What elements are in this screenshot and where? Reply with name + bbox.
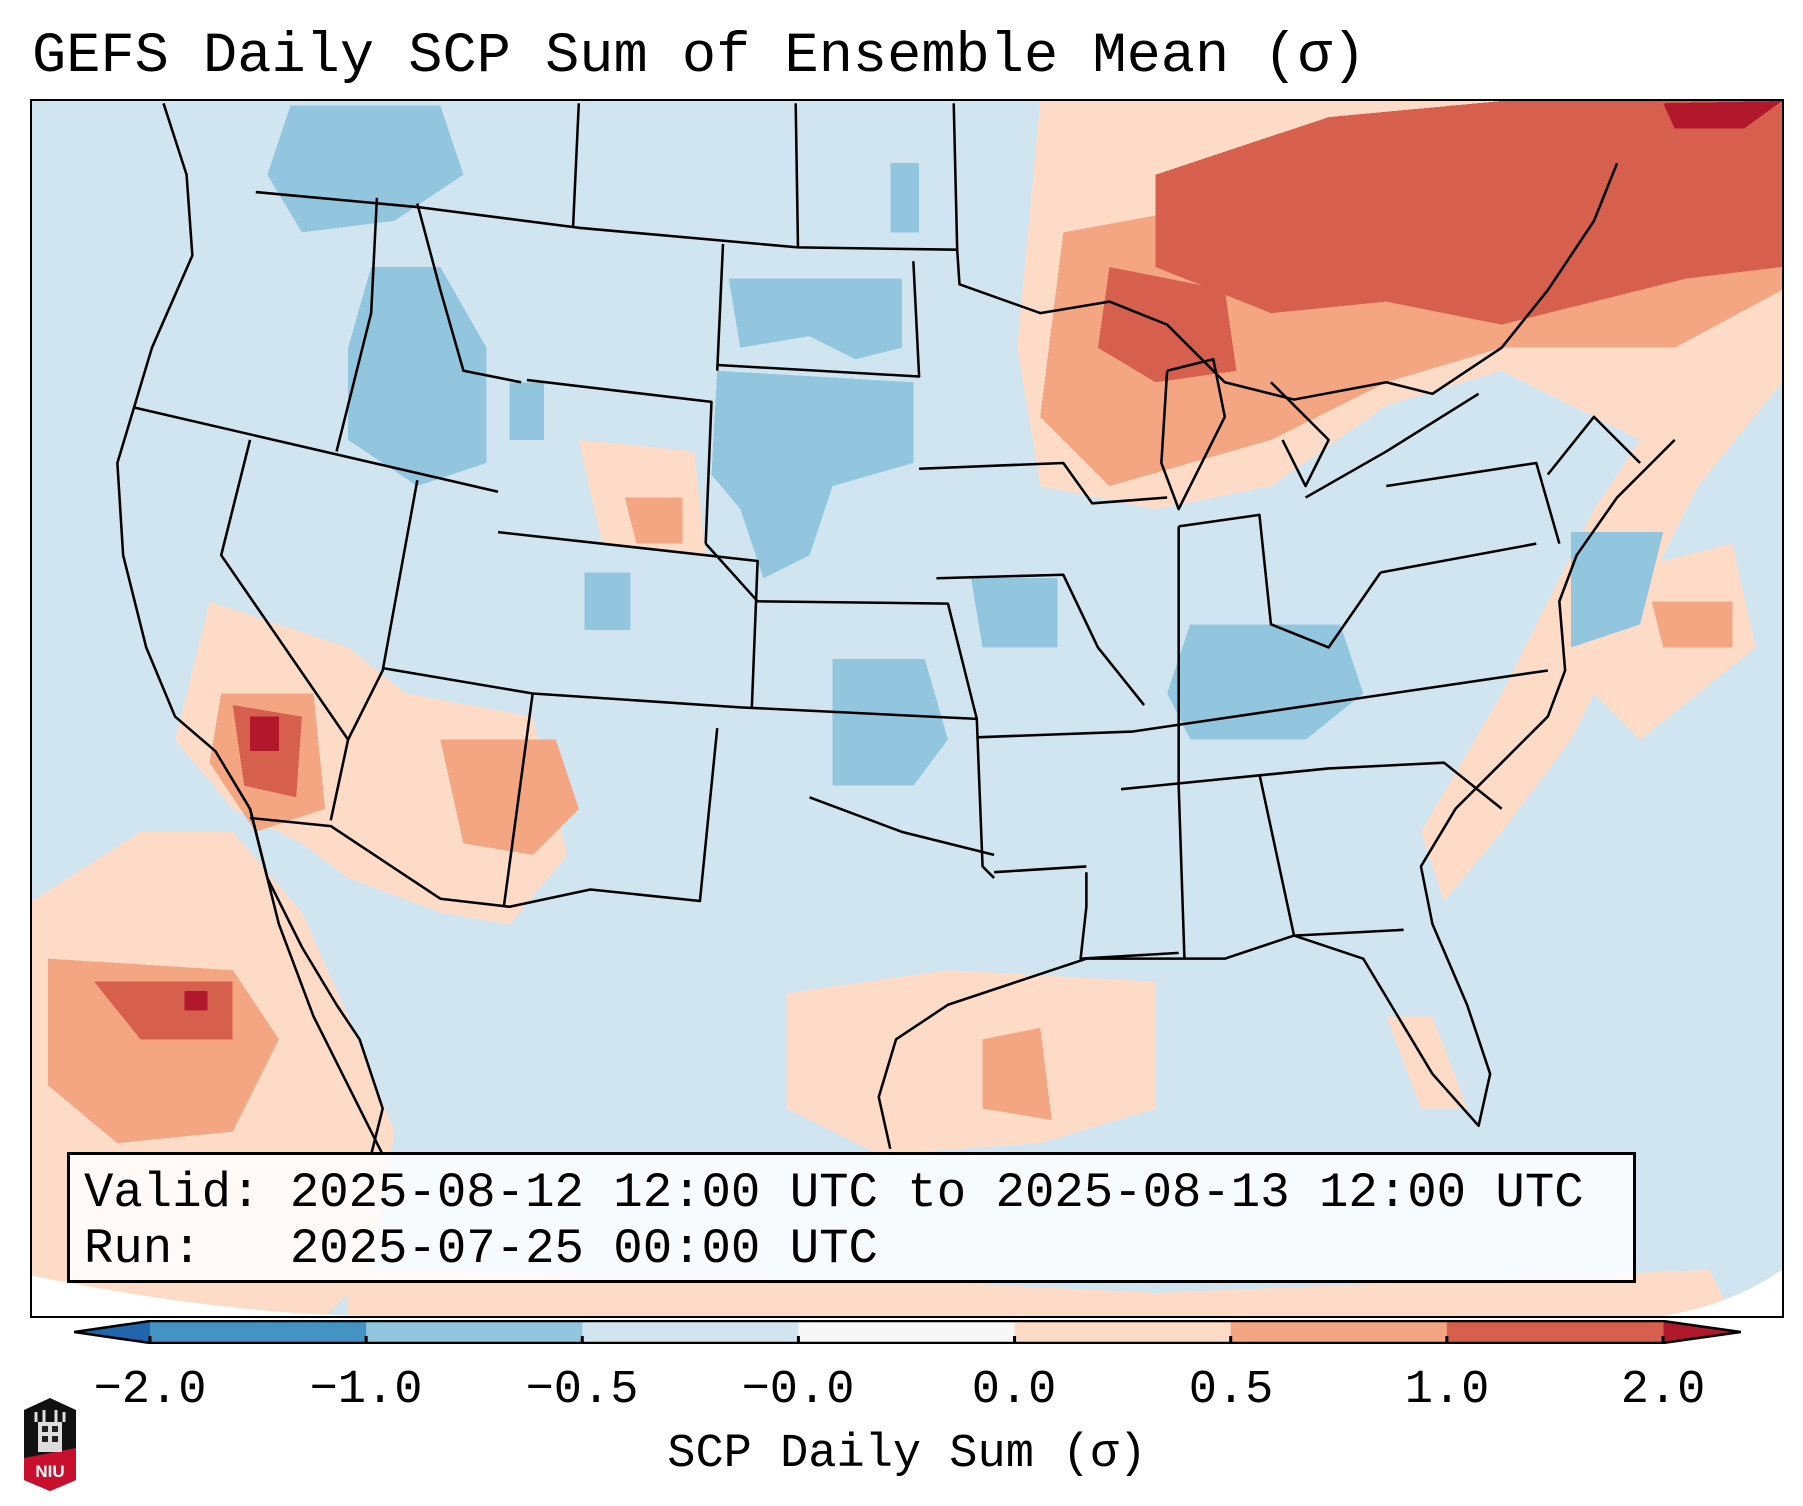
scp-field (32, 101, 1782, 1316)
colorbar-segment (582, 1321, 799, 1343)
outside-domain (32, 1275, 383, 1316)
anomaly-negative (832, 658, 948, 786)
outside-domain (1663, 1269, 1782, 1316)
colorbar-tick-label: 0.0 (971, 1364, 1057, 1417)
svg-text:NIU: NIU (35, 1462, 64, 1481)
valid-time-text: Valid: 2025-08-12 12:00 UTC to 2025-08-1… (84, 1165, 1584, 1221)
colorbar-tick-label: −2.0 (93, 1364, 207, 1417)
map-panel (30, 99, 1784, 1318)
niu-logo: NIU (24, 1398, 76, 1491)
colorbar-tick-label: 2.0 (1620, 1364, 1706, 1417)
anomaly-positive-moderate (440, 739, 579, 855)
anomaly-positive-moderate (1651, 601, 1733, 648)
colorbar-segment (1446, 1321, 1664, 1343)
borders (116, 102, 1676, 1156)
anomaly-positive-weak (786, 970, 1156, 1155)
anomaly-negative (1570, 532, 1664, 648)
map-canvas (32, 101, 1782, 1316)
anomaly-negative (971, 578, 1058, 648)
colorbar-segment (798, 1321, 1016, 1343)
colorbar-extend-low (74, 1321, 150, 1343)
colorbar-tick-label: −1.0 (309, 1364, 423, 1417)
colorbar-tick-label: −0.5 (525, 1364, 639, 1417)
anomaly-positive-extreme (184, 990, 208, 1011)
colorbar (74, 1320, 1741, 1344)
coastline-gulf-east (877, 439, 1676, 1150)
anomaly-positive-extreme (250, 716, 279, 752)
anomaly-negative (890, 163, 920, 233)
anomaly-negative (584, 572, 631, 631)
colorbar-tick-label: 1.0 (1404, 1364, 1490, 1417)
anomaly-negative (1167, 624, 1364, 740)
anomaly-positive-moderate (624, 497, 683, 544)
anomaly-negative (509, 382, 545, 440)
anomaly-negative (711, 370, 914, 579)
chart-title: GEFS Daily SCP Sum of Ensemble Mean (σ) (32, 25, 1367, 89)
great-lakes (1270, 381, 1330, 488)
anomaly-positive-moderate (982, 1027, 1052, 1121)
anomaly-negative (348, 266, 487, 487)
colorbar-extend-high (1663, 1321, 1741, 1343)
colorbar-segment (1230, 1321, 1448, 1343)
coastline-west (116, 102, 384, 1155)
coastline-baja (248, 808, 384, 1156)
colorbar-segment (150, 1321, 367, 1343)
run-time-text: Run: 2025-07-25 00:00 UTC (84, 1221, 878, 1277)
great-lakes (1304, 392, 1480, 499)
great-lakes (1160, 357, 1227, 511)
anomaly-positive-extreme (1663, 101, 1782, 129)
colorbar-label: SCP Daily Sum (σ) (667, 1428, 1147, 1481)
anomaly-positive-strong (1155, 101, 1782, 325)
colorbar-segment (1014, 1321, 1232, 1343)
colorbar-segment (366, 1321, 583, 1343)
colorbar-tick-label: 0.5 (1188, 1364, 1274, 1417)
valid-run-info-box: Valid: 2025-08-12 12:00 UTC to 2025-08-1… (67, 1152, 1636, 1283)
canada-border (255, 162, 1619, 401)
anomaly-negative (267, 105, 464, 233)
anomaly-negative (728, 278, 902, 360)
colorbar-tick-label: −0.0 (741, 1364, 855, 1417)
